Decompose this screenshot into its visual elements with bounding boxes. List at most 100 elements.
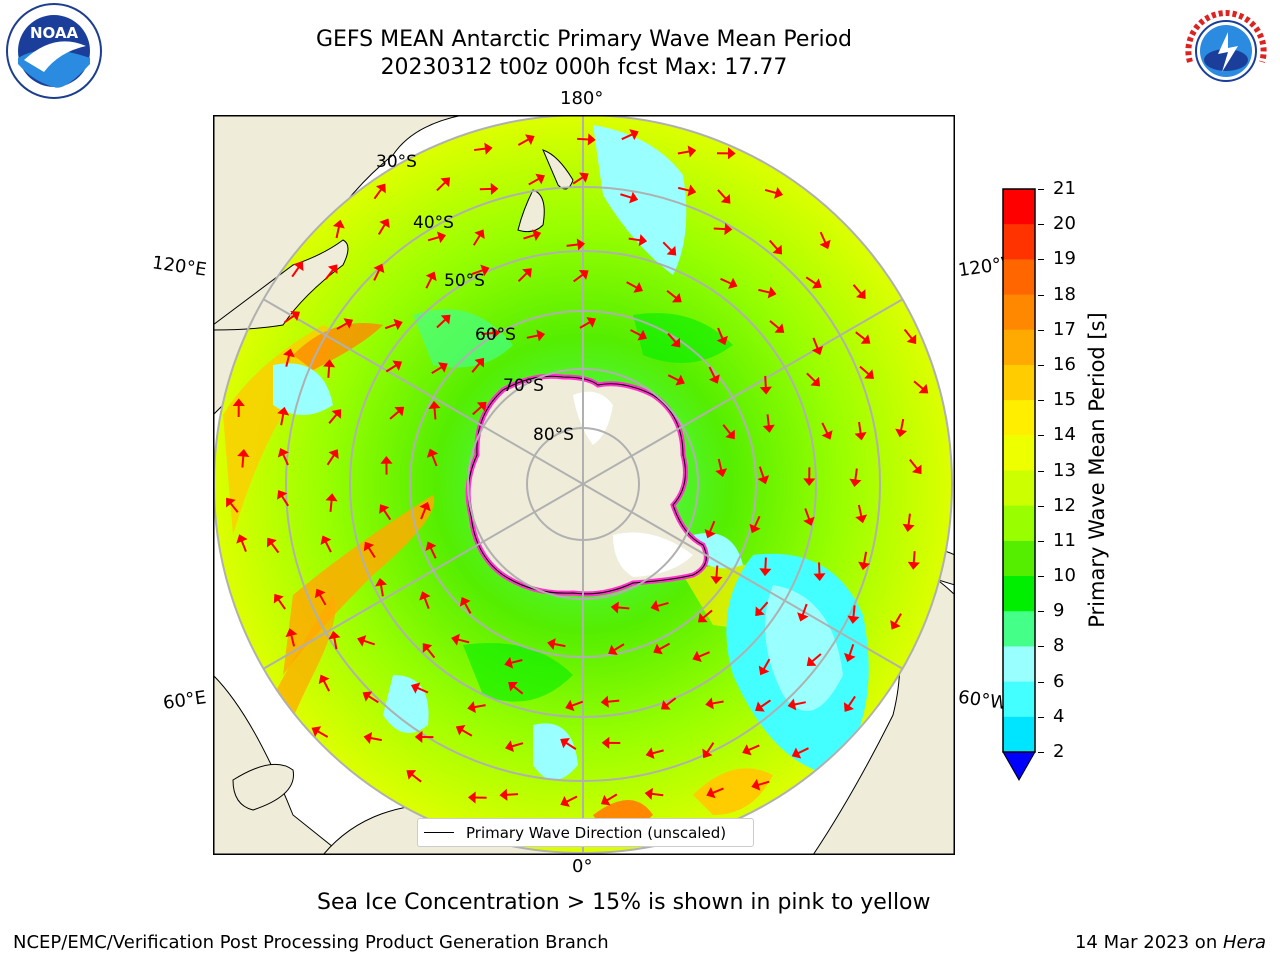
- wave-arrow-head: [757, 475, 770, 485]
- wave-arrow: [425, 277, 433, 289]
- wave-arrow-head: [724, 223, 733, 236]
- wave-arrow-head: [811, 345, 824, 356]
- colorbar-tick-label: 9: [1053, 600, 1065, 622]
- wave-arrow-head: [363, 541, 375, 552]
- wave-arrow: [285, 354, 291, 367]
- wave-arrow: [651, 749, 664, 755]
- wave-arrow: [702, 609, 713, 619]
- wave-arrow-head: [762, 424, 775, 433]
- colorbar-tick-mark: [1038, 611, 1044, 613]
- wave-arrow: [510, 659, 523, 664]
- wave-arrow-head: [759, 386, 772, 395]
- colorbar-tick-mark: [1038, 400, 1044, 402]
- wave-arrow-head: [320, 535, 332, 545]
- wave-arrow-head: [451, 633, 460, 646]
- wave-arrow: [322, 680, 331, 692]
- nws-logo-icon: [1176, 2, 1276, 104]
- colorbar-tick-label: 6: [1053, 670, 1065, 692]
- colorbar-tick-label: 17: [1053, 318, 1076, 340]
- wave-arrow-head: [813, 573, 826, 582]
- wave-arrow-head: [843, 702, 854, 712]
- wave-arrow-head: [379, 218, 390, 229]
- colorbar-tick-mark: [1038, 435, 1044, 437]
- wave-arrow: [328, 413, 338, 424]
- wave-arrow-head: [426, 448, 439, 458]
- wave-arrow-head: [742, 744, 752, 756]
- wave-arrow: [606, 793, 618, 802]
- wave-arrow-head: [380, 456, 393, 464]
- wave-arrow-head: [774, 323, 785, 333]
- wave-arrow-head: [392, 360, 403, 371]
- colorbar-tick-label: 4: [1053, 705, 1065, 727]
- wave-arrow: [847, 695, 856, 707]
- wave-arrow: [427, 236, 440, 242]
- wave-arrow: [463, 602, 472, 614]
- wave-arrow: [766, 414, 770, 427]
- wave-arrow: [433, 407, 437, 420]
- lat-label-30s: 30°S: [376, 152, 417, 172]
- wave-arrow: [579, 321, 591, 329]
- colorbar-segment: [1003, 294, 1035, 331]
- colorbar-tick-label: 21: [1053, 178, 1076, 199]
- colorbar-tick-mark: [1038, 681, 1044, 683]
- colorbar-tick-mark: [1038, 646, 1044, 648]
- wave-arrow: [912, 551, 916, 564]
- wave-arrow: [326, 454, 335, 466]
- wave-arrow: [426, 647, 436, 659]
- wave-arrow-head: [535, 173, 545, 185]
- wave-arrow-head: [536, 329, 546, 342]
- wave-arrow-head: [856, 289, 866, 299]
- wave-arrow: [711, 787, 724, 794]
- wave-arrow-head: [547, 638, 556, 651]
- wave-arrow: [762, 658, 771, 671]
- colorbar-segment: [1003, 681, 1035, 718]
- wave-arrow: [512, 685, 524, 695]
- wave-arrow-head: [755, 701, 765, 712]
- wave-arrow-head: [774, 186, 784, 199]
- wave-arrow: [577, 137, 590, 141]
- wave-arrow: [717, 458, 723, 471]
- wave-arrow-head: [565, 699, 575, 712]
- wave-arrow: [280, 413, 285, 426]
- wave-arrow-head: [907, 561, 920, 570]
- colorbar-segment: [1003, 400, 1035, 436]
- wave-arrow-head: [629, 129, 639, 141]
- wave-arrow-head: [474, 357, 485, 368]
- wave-arrow-head: [860, 334, 871, 344]
- wave-arrow-head: [343, 318, 354, 329]
- wave-arrow-head: [692, 650, 702, 663]
- wave-arrow-head: [767, 286, 777, 299]
- wave-arrow-head: [715, 468, 728, 478]
- wave-arrow-head: [645, 747, 655, 760]
- wave-arrow-head: [328, 630, 341, 640]
- wave-arrow: [377, 223, 386, 235]
- lat-label-80s: 80°S: [533, 425, 574, 445]
- colorbar-tick-mark: [1038, 752, 1044, 753]
- wave-arrow-head: [428, 400, 441, 409]
- wave-arrow-head: [803, 516, 815, 526]
- wave-arrow: [379, 584, 384, 597]
- wave-arrow-head: [687, 145, 697, 158]
- wave-arrow: [384, 323, 397, 330]
- wave-arrow-head: [812, 278, 822, 289]
- wave-arrow-head: [560, 738, 570, 749]
- wave-arrow: [753, 515, 761, 528]
- wave-arrow-head: [706, 787, 716, 799]
- wave-arrow-head: [499, 788, 508, 801]
- wave-arrow-head: [728, 277, 738, 289]
- footer-date: 14 Mar 2023 on Hera: [1075, 932, 1266, 953]
- wave-arrow-head: [803, 478, 816, 486]
- wave-arrow: [913, 380, 924, 390]
- wave-arrow: [565, 741, 577, 750]
- colorbar-tick-mark: [1038, 294, 1044, 296]
- colorbar-tick-mark: [1038, 329, 1044, 331]
- lon-label-120e: 120°E: [150, 252, 208, 281]
- wave-arrow: [852, 284, 863, 295]
- wave-arrow: [764, 375, 767, 388]
- wave-arrow: [747, 744, 760, 752]
- wave-arrow: [662, 241, 673, 252]
- wave-arrow: [706, 742, 715, 754]
- wave-arrow: [517, 138, 530, 146]
- wave-arrow-head: [277, 490, 288, 500]
- wave-arrow-head: [532, 229, 542, 241]
